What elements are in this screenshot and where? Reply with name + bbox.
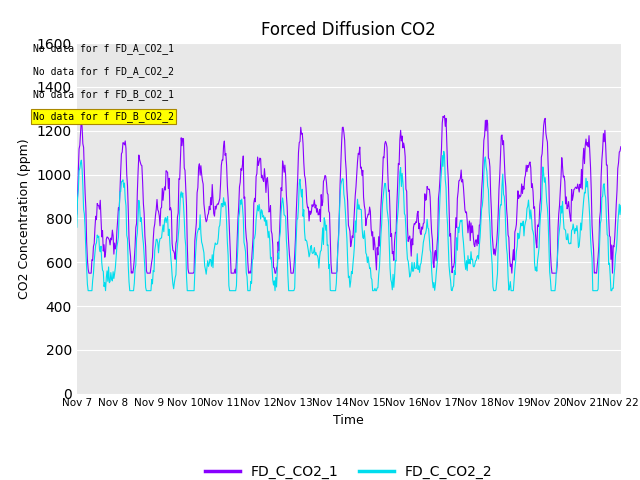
FD_C_CO2_1 [416, 220, 424, 226]
FD_C_CO2_2 [73, 224, 81, 230]
FD_C_CO2_2 [140, 240, 147, 246]
Title: Forced Diffusion CO2: Forced Diffusion CO2 [261, 21, 436, 39]
FD_C_CO2_2 [83, 265, 90, 271]
FD_C_CO2_1 [83, 239, 90, 245]
FD_C_CO2_1 [441, 113, 449, 119]
FD_C_CO2_1 [85, 270, 93, 276]
FD_C_CO2_2 [617, 203, 625, 208]
X-axis label: Time: Time [333, 414, 364, 427]
FD_C_CO2_1 [73, 211, 81, 217]
Text: No data for f FD_B_CO2_2: No data for f FD_B_CO2_2 [33, 111, 174, 122]
FD_C_CO2_2 [440, 148, 447, 154]
FD_C_CO2_1 [223, 183, 231, 189]
Y-axis label: CO2 Concentration (ppm): CO2 Concentration (ppm) [18, 138, 31, 299]
FD_C_CO2_2 [84, 288, 92, 294]
FD_C_CO2_2 [416, 269, 424, 275]
FD_C_CO2_2 [195, 226, 202, 231]
Text: No data for f FD_A_CO2_1: No data for f FD_A_CO2_1 [33, 43, 174, 54]
Legend: FD_C_CO2_1, FD_C_CO2_2: FD_C_CO2_1, FD_C_CO2_2 [199, 459, 499, 480]
FD_C_CO2_1 [195, 164, 202, 170]
FD_C_CO2_1 [431, 248, 439, 253]
FD_C_CO2_1 [140, 201, 147, 206]
FD_C_CO2_1 [617, 144, 625, 150]
Line: FD_C_CO2_1: FD_C_CO2_1 [77, 116, 621, 273]
Text: No data for f FD_B_CO2_1: No data for f FD_B_CO2_1 [33, 89, 174, 100]
FD_C_CO2_2 [223, 240, 231, 245]
Text: No data for f FD_A_CO2_2: No data for f FD_A_CO2_2 [33, 66, 174, 77]
Line: FD_C_CO2_2: FD_C_CO2_2 [77, 151, 621, 291]
FD_C_CO2_2 [431, 281, 439, 287]
